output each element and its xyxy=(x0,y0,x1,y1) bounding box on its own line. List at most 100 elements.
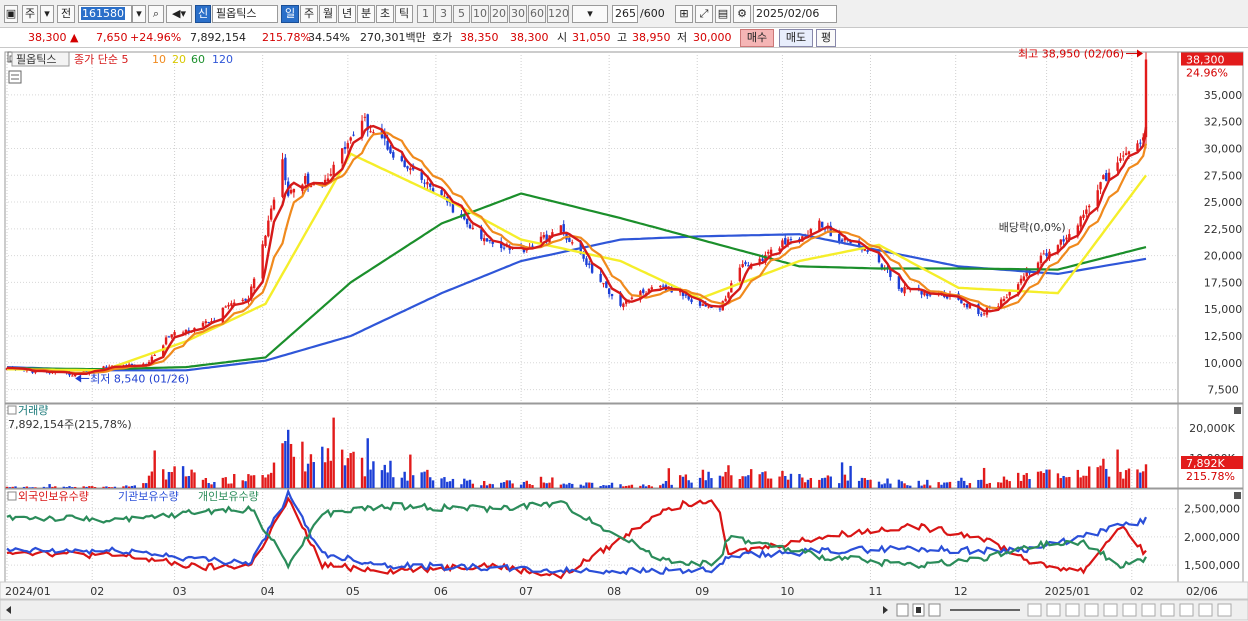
layout-icon[interactable]: ▣ xyxy=(4,5,18,23)
buy-button[interactable]: 매수 xyxy=(740,29,774,47)
volume-bar xyxy=(909,485,912,488)
volume-bar xyxy=(409,454,412,488)
volume-bar xyxy=(286,429,290,488)
volume-bar xyxy=(252,475,256,488)
draw-tool-icon[interactable]: ⤢ xyxy=(695,5,713,23)
period-button-0[interactable]: 일 xyxy=(281,5,299,23)
interval-button-30[interactable]: 30 xyxy=(509,5,527,23)
flow-legend-2: 개인보유수량 xyxy=(198,490,259,503)
period-button-4[interactable]: 분 xyxy=(357,5,375,23)
price-tick-label: 15,000 xyxy=(1204,303,1243,316)
plus-icon[interactable] xyxy=(1198,603,1213,617)
stock-name-dropdown[interactable]: 필옵틱스 xyxy=(212,5,278,23)
scrollbar[interactable] xyxy=(0,599,1248,621)
count-input[interactable]: 265 xyxy=(612,5,638,23)
search-icon[interactable]: ⌕ xyxy=(148,5,164,23)
volume-bar xyxy=(1065,477,1068,488)
period-button-6[interactable]: 틱 xyxy=(395,5,413,23)
volume-bar xyxy=(360,457,364,488)
interval-button-5[interactable]: 5 xyxy=(453,5,470,23)
period-button-3[interactable]: 년 xyxy=(338,5,356,23)
speaker-icon[interactable]: ◀▾ xyxy=(166,5,192,23)
candle-body xyxy=(343,147,347,150)
calculator-icon[interactable] xyxy=(8,70,22,84)
stock-name-tag[interactable] xyxy=(11,51,70,67)
parallel-line-icon[interactable] xyxy=(1122,603,1137,617)
code-dropdown-icon[interactable]: ▾ xyxy=(132,5,146,23)
candle-body xyxy=(312,184,315,186)
sell-button[interactable]: 매도 xyxy=(779,29,813,47)
volume-legend-box[interactable] xyxy=(7,405,17,415)
interval-button-60[interactable]: 60 xyxy=(528,5,546,23)
avg-button[interactable]: 평 xyxy=(816,29,836,47)
undo-icon[interactable] xyxy=(1160,603,1175,617)
period-button-5[interactable]: 초 xyxy=(376,5,394,23)
interval-button-1[interactable]: 1 xyxy=(417,5,434,23)
interval-dropdown[interactable]: ▾ xyxy=(572,5,608,23)
volume-bar xyxy=(184,476,188,488)
stock-code-input[interactable]: 161580 xyxy=(78,5,132,23)
diagonal-line-icon[interactable] xyxy=(1065,603,1080,617)
volume-bar xyxy=(803,482,807,488)
prev-button[interactable]: 전 xyxy=(57,5,75,23)
forward-icon[interactable] xyxy=(928,603,941,617)
candle-body xyxy=(184,329,188,334)
candle-body xyxy=(491,240,494,244)
interval-button-10[interactable]: 10 xyxy=(471,5,489,23)
volume-bar xyxy=(622,486,625,488)
low-price: 30,000 xyxy=(693,31,732,44)
rewind-icon[interactable] xyxy=(896,603,909,617)
volume-bar xyxy=(329,460,333,488)
volume-bar xyxy=(267,474,270,488)
low-arrow-head xyxy=(75,374,82,383)
flow-legend-box[interactable] xyxy=(7,491,17,501)
market-dropdown-icon[interactable]: ▾ xyxy=(40,5,54,23)
interval-button-20[interactable]: 20 xyxy=(490,5,508,23)
volume-bar xyxy=(625,485,628,488)
flow-pane-close-icon[interactable] xyxy=(1234,492,1241,499)
volume-bar xyxy=(1136,469,1139,488)
price-tick-label: 30,000 xyxy=(1204,142,1243,155)
price-tick-label: 32,500 xyxy=(1204,116,1243,129)
volume-bar xyxy=(443,477,446,488)
interval-button-3[interactable]: 3 xyxy=(435,5,452,23)
save-icon[interactable]: ▤ xyxy=(715,5,731,23)
volume-bar xyxy=(369,469,372,488)
volume-bar xyxy=(363,476,367,488)
volume-bar xyxy=(749,469,753,488)
scroll-right-icon[interactable] xyxy=(883,606,888,614)
minus-icon[interactable] xyxy=(1179,603,1194,617)
volume-bar xyxy=(181,466,185,488)
candle-body xyxy=(482,238,486,242)
volume-bar xyxy=(744,476,747,488)
rect-select-icon[interactable] xyxy=(1046,603,1061,617)
chart-area[interactable]: 35,000 32,500 30,000 27,500 25,000 22,500 20,0… xyxy=(0,48,1248,621)
candle-body xyxy=(551,232,554,238)
volume-bar xyxy=(823,477,827,488)
candle-body xyxy=(1082,214,1085,218)
eraser-icon[interactable] xyxy=(1141,603,1156,617)
volume-pane-close-icon[interactable] xyxy=(1234,407,1241,414)
period-button-1[interactable]: 주 xyxy=(300,5,318,23)
scroll-left-icon[interactable] xyxy=(6,606,11,614)
candle-icon[interactable]: ⊞ xyxy=(675,5,693,23)
volume-bar xyxy=(880,484,884,488)
candle-body xyxy=(585,258,588,266)
price-tick-label: 22,500 xyxy=(1204,223,1243,236)
gear-icon[interactable]: ⚙ xyxy=(733,5,751,23)
crosshair-icon[interactable] xyxy=(1084,603,1099,617)
volume-bar xyxy=(227,483,230,488)
text-icon[interactable] xyxy=(1217,603,1232,617)
volume-bar xyxy=(1085,475,1088,488)
candle-body xyxy=(1102,175,1105,180)
interval-button-120[interactable]: 120 xyxy=(547,5,569,23)
volume-bar xyxy=(340,449,344,488)
period-button-2[interactable]: 월 xyxy=(319,5,337,23)
legend-close-method: 종가 단순 5 xyxy=(74,53,128,66)
date-input[interactable]: 2025/02/06 xyxy=(753,5,837,23)
market-button[interactable]: 주 xyxy=(22,5,38,23)
candle-body xyxy=(366,114,369,130)
high-price: 38,950 xyxy=(632,31,671,44)
search-zoom-icon[interactable] xyxy=(1027,603,1042,617)
trend-line-icon[interactable] xyxy=(1103,603,1118,617)
